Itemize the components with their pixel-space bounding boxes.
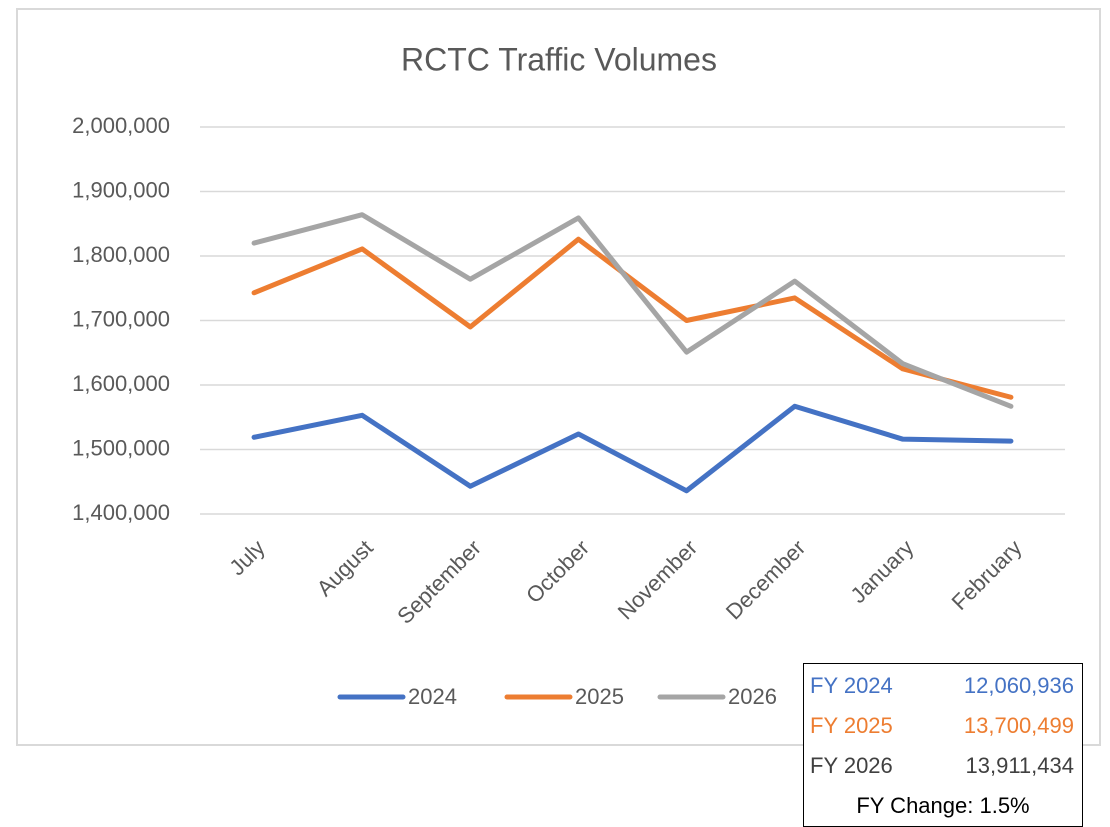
legend-label: 2026	[728, 684, 777, 709]
y-tick-label: 1,500,000	[72, 435, 170, 460]
legend-label: 2024	[408, 684, 457, 709]
summary-value: 13,700,499	[963, 713, 1074, 738]
summary-row: FY 2025 13,700,499	[804, 706, 1082, 746]
y-tick-label: 1,600,000	[72, 371, 170, 396]
summary-row: FY 2026 13,911,434	[804, 746, 1082, 786]
chart-title: RCTC Traffic Volumes	[401, 41, 717, 77]
y-tick-label: 1,400,000	[72, 500, 170, 525]
summary-value: 12,060,936	[963, 673, 1074, 698]
y-tick-label: 1,700,000	[72, 306, 170, 331]
legend-label: 2025	[575, 684, 624, 709]
y-tick-label: 1,800,000	[72, 242, 170, 267]
y-tick-label: 2,000,000	[72, 113, 170, 138]
summary-label: FY 2025	[810, 713, 893, 738]
summary-label: FY 2026	[810, 753, 893, 778]
chart-frame	[16, 8, 1101, 746]
series-line	[251, 212, 1014, 409]
summary-label: FY 2024	[810, 673, 893, 698]
summary-row: FY 2024 12,060,936	[804, 666, 1082, 706]
summary-table: FY 2024 12,060,936 FY 2025 13,700,499 FY 202…	[803, 663, 1083, 827]
series-line	[251, 403, 1014, 494]
y-tick-label: 1,900,000	[72, 177, 170, 202]
series-line	[251, 236, 1014, 400]
summary-note: FY Change: 1.5%	[856, 793, 1030, 818]
summary-value: 13,911,434	[965, 753, 1074, 778]
